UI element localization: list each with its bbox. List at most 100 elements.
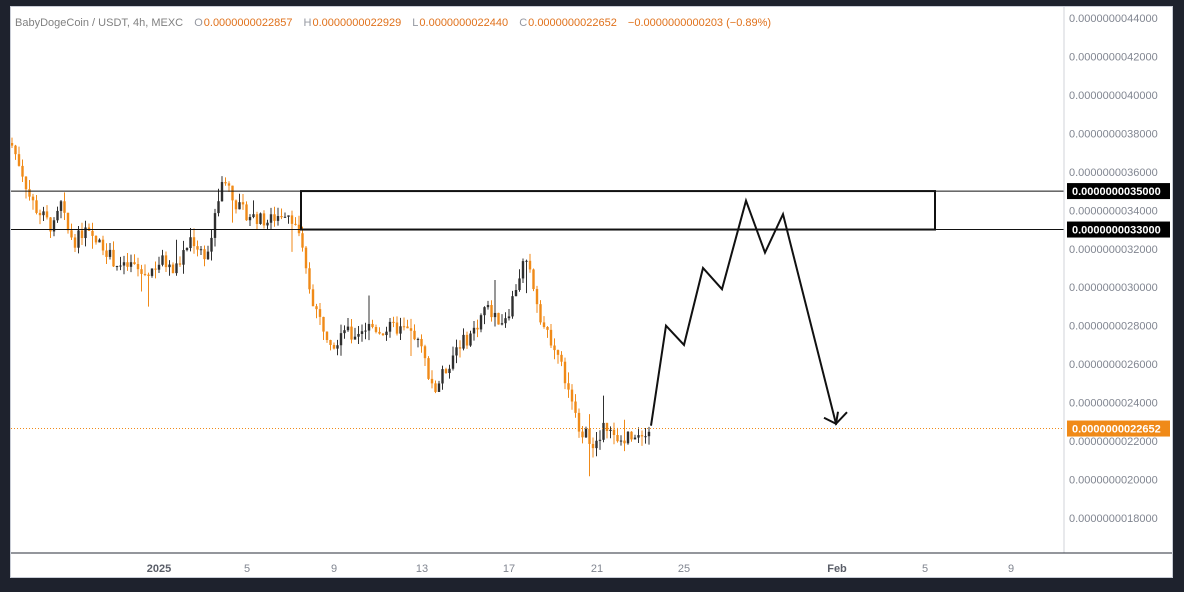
candle-body bbox=[399, 326, 402, 334]
price-chart[interactable]: 0.0000000044000 0.0000000042000 0.00000000… bbox=[11, 7, 1172, 577]
candle-body bbox=[549, 329, 553, 346]
candle-body bbox=[367, 323, 371, 331]
candle-body bbox=[644, 436, 647, 438]
candle-body bbox=[287, 215, 290, 217]
price-tick-label: 0.0000000026000 bbox=[1069, 359, 1158, 371]
candle-body bbox=[374, 326, 378, 332]
candle-body bbox=[360, 331, 364, 334]
price-tick-label: 0.0000000024000 bbox=[1069, 398, 1158, 410]
projection-path[interactable] bbox=[650, 197, 848, 426]
candle-body bbox=[45, 211, 49, 218]
time-tick-label: 21 bbox=[591, 563, 603, 575]
candle-body bbox=[185, 248, 189, 251]
candle-body bbox=[500, 323, 504, 325]
candle-body bbox=[84, 227, 87, 239]
drawings[interactable] bbox=[11, 190, 1064, 430]
candle-body bbox=[497, 312, 500, 325]
candle-body bbox=[546, 326, 549, 330]
resistance-top-badge-bg bbox=[1067, 183, 1170, 200]
candle-body bbox=[409, 328, 413, 331]
candle-body bbox=[304, 247, 308, 269]
candle-body bbox=[238, 202, 241, 210]
candle-body bbox=[371, 323, 374, 327]
price-tick-label: 0.0000000040000 bbox=[1069, 90, 1158, 102]
candle-body bbox=[231, 185, 234, 201]
candle-body bbox=[395, 322, 399, 334]
candle-body bbox=[556, 350, 560, 355]
candle-body bbox=[140, 269, 143, 274]
candle-body bbox=[290, 215, 294, 224]
candle-body bbox=[101, 239, 105, 251]
high-value: 0.0000000022929 bbox=[312, 17, 402, 29]
candle-body bbox=[437, 383, 441, 392]
resistance-bottom-badge-text: 0.0000000033000 bbox=[1072, 225, 1161, 237]
candle-body bbox=[119, 265, 122, 267]
candle-body bbox=[105, 250, 108, 257]
candle-body bbox=[563, 361, 567, 384]
candle-body bbox=[388, 321, 392, 332]
candle-body bbox=[262, 213, 266, 226]
candle-body bbox=[115, 266, 119, 268]
candle-body bbox=[472, 327, 476, 334]
candle-body bbox=[224, 182, 227, 184]
candle-body bbox=[420, 338, 423, 347]
candle-body bbox=[301, 233, 304, 248]
time-tick-label: 5 bbox=[244, 563, 250, 575]
last-price-badge: 0.0000000022652 bbox=[1067, 420, 1170, 437]
price-tick-label: 0.0000000036000 bbox=[1069, 167, 1158, 179]
candle-body bbox=[416, 338, 420, 340]
candle-body bbox=[402, 326, 406, 328]
candle-body bbox=[518, 278, 521, 291]
candle-body bbox=[423, 346, 427, 359]
price-tick-label: 0.0000000032000 bbox=[1069, 244, 1158, 256]
candle-body bbox=[154, 268, 157, 270]
candle-body bbox=[63, 201, 66, 213]
candle-body bbox=[280, 216, 283, 218]
candle-body bbox=[584, 428, 588, 438]
candle-body bbox=[14, 145, 17, 155]
candle-body bbox=[199, 249, 203, 251]
candle-body bbox=[192, 237, 196, 247]
price-tick-label: 0.0000000018000 bbox=[1069, 513, 1158, 525]
candle-body bbox=[129, 262, 133, 267]
candle-body bbox=[504, 318, 507, 324]
candle-body bbox=[364, 330, 367, 332]
candle-body bbox=[168, 264, 171, 268]
candle-body bbox=[455, 347, 458, 356]
candle-body bbox=[108, 249, 112, 257]
price-axis[interactable]: 0.0000000044000 0.0000000042000 0.00000000… bbox=[1063, 7, 1158, 553]
candle-body bbox=[511, 296, 514, 317]
resistance-top-badge-text: 0.0000000035000 bbox=[1072, 186, 1161, 198]
resistance-zone-box[interactable] bbox=[300, 190, 936, 231]
candle-body bbox=[220, 182, 224, 202]
candle-body bbox=[98, 239, 101, 243]
candle-body bbox=[612, 429, 616, 435]
open-label: O bbox=[194, 17, 203, 29]
candle-body bbox=[31, 196, 35, 201]
candle-body bbox=[122, 262, 126, 266]
candle-body bbox=[626, 431, 630, 444]
candle-body bbox=[451, 355, 455, 369]
candle-body bbox=[567, 383, 570, 390]
time-tick-label: 9 bbox=[331, 563, 337, 575]
candle-body bbox=[465, 334, 469, 346]
close-value: 0.0000000022652 bbox=[528, 17, 617, 29]
time-tick-label: 17 bbox=[503, 563, 515, 575]
candle-body bbox=[49, 217, 52, 232]
candle-body bbox=[406, 326, 409, 329]
candle-body bbox=[325, 331, 329, 341]
candle-body bbox=[521, 261, 525, 279]
time-axis[interactable]: 2025 5 9 13 17 21 25 Feb 5 9 bbox=[11, 552, 1172, 575]
projection-arrow-head bbox=[823, 411, 839, 426]
price-tick-label: 0.0000000028000 bbox=[1069, 321, 1158, 333]
chart-frame[interactable]: BabyDogeCoin / USDT, 4h, MEXC O0.0000000… bbox=[10, 6, 1173, 578]
candle-body bbox=[542, 322, 546, 327]
time-tick-label: 9 bbox=[1008, 563, 1014, 575]
candle-body bbox=[605, 422, 609, 432]
resistance-bottom-badge-bg bbox=[1067, 221, 1170, 238]
candle-body bbox=[227, 183, 231, 186]
candle-body bbox=[350, 326, 353, 340]
last-price-badge-text: 0.0000000022652 bbox=[1072, 424, 1161, 436]
candle-body bbox=[234, 200, 238, 210]
candle-body bbox=[539, 304, 542, 323]
